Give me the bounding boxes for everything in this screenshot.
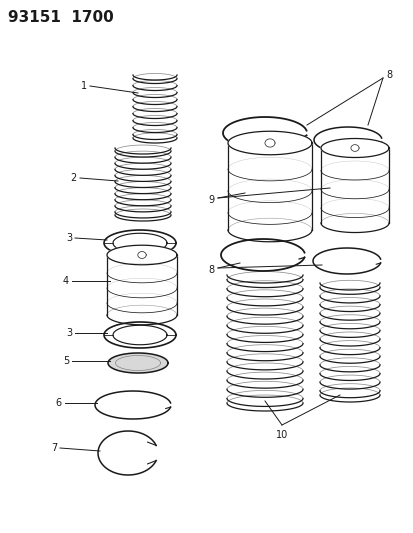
Text: 10: 10 — [275, 430, 287, 440]
Polygon shape — [320, 148, 388, 223]
Text: 7: 7 — [51, 443, 57, 453]
Text: 93151  1700: 93151 1700 — [8, 10, 114, 25]
Text: 3: 3 — [66, 233, 72, 243]
Text: 8: 8 — [385, 70, 391, 80]
Polygon shape — [108, 353, 168, 373]
Text: 8: 8 — [209, 265, 214, 275]
Polygon shape — [107, 255, 177, 315]
Polygon shape — [228, 143, 311, 230]
Polygon shape — [228, 131, 311, 155]
Text: 5: 5 — [63, 356, 69, 366]
Polygon shape — [320, 139, 388, 158]
Text: 4: 4 — [63, 276, 69, 286]
Text: 6: 6 — [56, 398, 62, 408]
Polygon shape — [107, 245, 177, 265]
Text: 1: 1 — [81, 81, 87, 91]
Text: 9: 9 — [209, 195, 214, 205]
Text: 3: 3 — [66, 328, 72, 338]
Text: 2: 2 — [71, 173, 77, 183]
